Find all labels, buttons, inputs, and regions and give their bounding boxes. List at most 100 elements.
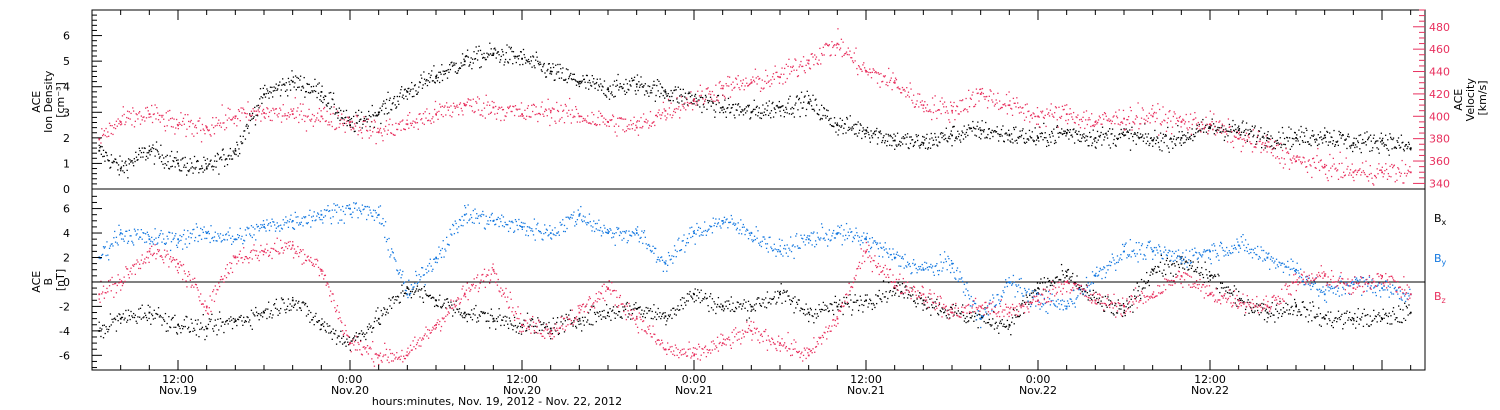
density-sample [747,106,750,108]
bx-sample [892,290,894,293]
velocity-sample [1083,111,1085,113]
velocity-sample [504,115,506,117]
bx-sample [480,310,482,313]
density-sample [879,131,881,134]
bx-sample [825,309,827,311]
bx-sample [960,313,962,315]
density-sample [1092,129,1094,131]
density-sample [943,138,945,141]
density-sample [584,81,586,83]
density-sample [1374,142,1376,144]
velocity-sample [1212,129,1214,131]
bx-sample [941,307,943,309]
bx-sample [1126,300,1128,302]
velocity-sample [1281,157,1283,159]
velocity-sample [922,107,924,109]
velocity-sample [814,58,817,60]
density-sample [1381,143,1383,145]
bx-sample [728,300,730,302]
density-sample [553,79,555,82]
bx-sample [1214,275,1217,278]
bx-sample [1236,305,1238,307]
velocity-point [807,59,810,62]
bx-sample [494,320,496,322]
velocity-sample [1050,103,1052,105]
density-sample [978,136,980,139]
velocity-sample [1244,141,1247,144]
density-sample [858,132,860,134]
velocity-sample [460,107,462,110]
density-sample [753,99,755,101]
velocity-sample [235,115,237,117]
bx-sample [1194,270,1196,272]
velocity-sample [390,132,392,134]
bx-sample [166,322,168,325]
velocity-sample [241,112,243,114]
bx-sample [717,296,720,299]
velocity-sample [1062,109,1064,111]
bx-sample [370,325,372,327]
density-sample [986,137,988,139]
density-sample [219,157,221,159]
bx-sample [1360,319,1362,321]
bx-sample [894,294,896,296]
density-sample [1093,138,1095,140]
velocity-sample [320,110,322,112]
density-sample [306,82,308,85]
density-sample [898,143,900,145]
velocity-sample [884,75,886,77]
density-sample [163,167,166,169]
density-sample [1252,136,1254,138]
bx-sample [1383,317,1385,319]
bx-sample [230,316,232,318]
bx-sample [1265,308,1267,310]
velocity-sample [532,110,534,113]
velocity-sample [1060,117,1062,119]
velocity-sample [993,105,996,107]
density-sample [897,144,899,146]
density-sample [310,86,312,88]
bx-sample [1336,321,1338,323]
density-sample [1197,130,1200,132]
density-sample [916,135,918,138]
density-sample [721,109,723,111]
velocity-sample [120,124,122,126]
density-sample [535,59,537,61]
bx-sample [688,293,690,295]
velocity-sample [689,102,691,104]
density-sample [642,86,644,88]
bx-sample [1232,290,1235,293]
velocity-sample [132,107,134,109]
bx-sample [760,305,763,307]
bx-sample [973,320,975,322]
density-sample [990,131,992,134]
bx-sample [513,325,515,327]
density-sample [901,137,903,139]
density-sample [1159,132,1162,134]
velocity-sample [734,77,737,79]
bx-sample [243,316,245,319]
density-sample [723,108,725,110]
velocity-sample [231,119,233,121]
density-sample [422,84,424,86]
bx-sample [343,342,345,344]
density-point [549,70,552,73]
velocity-sample [352,127,354,129]
bx-sample [1106,306,1108,308]
density-sample [862,127,864,129]
density-sample [1056,126,1058,128]
velocity-sample [1177,120,1180,122]
bx-sample [814,308,817,311]
velocity-sample [912,102,914,104]
density-sample [127,177,129,179]
velocity-sample [835,44,837,46]
velocity-point [177,124,179,127]
density-sample [760,117,763,120]
density-sample [375,114,378,116]
velocity-sample [1279,162,1281,164]
velocity-sample [1110,122,1113,125]
velocity-sample [744,85,746,87]
velocity-sample [362,120,364,123]
bx-sample [1288,309,1291,311]
velocity-sample [652,121,654,124]
